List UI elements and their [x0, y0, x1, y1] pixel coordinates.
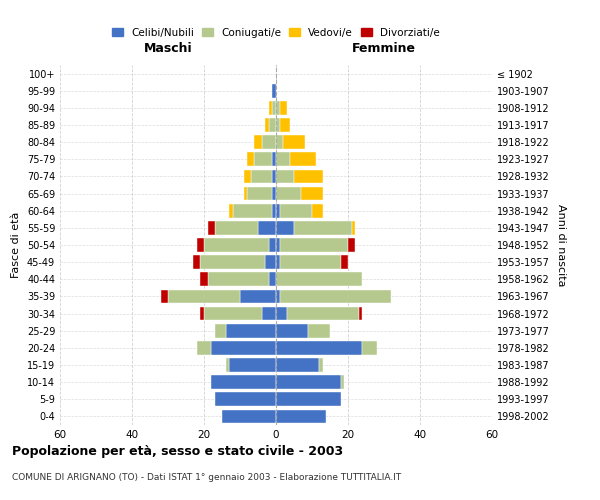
Bar	[200, 306, 204, 320]
Bar	[276, 170, 294, 183]
Bar	[254, 152, 272, 166]
Bar	[247, 186, 272, 200]
Y-axis label: Fasce di età: Fasce di età	[11, 212, 21, 278]
Bar	[276, 204, 280, 218]
Bar	[276, 256, 280, 269]
Bar	[352, 221, 355, 234]
Bar	[272, 186, 276, 200]
Bar	[233, 204, 272, 218]
Text: COMUNE DI ARIGNANO (TO) - Dati ISTAT 1° gennaio 2003 - Elaborazione TUTTITALIA.I: COMUNE DI ARIGNANO (TO) - Dati ISTAT 1° …	[12, 472, 401, 482]
Bar	[211, 376, 276, 389]
Bar	[215, 324, 226, 338]
Bar	[276, 392, 341, 406]
Bar	[348, 238, 355, 252]
Bar	[262, 136, 276, 149]
Bar	[197, 341, 211, 354]
Bar	[168, 290, 240, 304]
Bar	[359, 306, 362, 320]
Bar	[276, 221, 294, 234]
Bar	[265, 118, 269, 132]
Bar	[276, 152, 290, 166]
Bar	[197, 238, 204, 252]
Bar	[204, 306, 262, 320]
Bar	[276, 376, 341, 389]
Bar	[211, 341, 276, 354]
Bar	[276, 324, 308, 338]
Bar	[280, 290, 391, 304]
Bar	[280, 118, 290, 132]
Bar	[272, 101, 276, 114]
Bar	[161, 290, 168, 304]
Bar	[276, 410, 326, 424]
Bar	[280, 238, 348, 252]
Bar	[226, 324, 276, 338]
Bar	[262, 306, 276, 320]
Bar	[244, 170, 251, 183]
Bar	[312, 204, 323, 218]
Bar	[229, 204, 233, 218]
Bar	[280, 256, 341, 269]
Bar	[294, 221, 352, 234]
Bar	[362, 341, 377, 354]
Bar	[294, 170, 323, 183]
Bar	[251, 170, 272, 183]
Bar	[276, 306, 287, 320]
Bar	[200, 272, 208, 286]
Bar	[341, 376, 344, 389]
Bar	[276, 118, 280, 132]
Bar	[276, 186, 301, 200]
Bar	[229, 358, 276, 372]
Bar	[247, 152, 254, 166]
Bar	[222, 410, 276, 424]
Y-axis label: Anni di nascita: Anni di nascita	[556, 204, 566, 286]
Bar	[258, 221, 276, 234]
Bar	[276, 341, 362, 354]
Bar	[269, 118, 276, 132]
Bar	[308, 324, 330, 338]
Bar	[269, 238, 276, 252]
Text: Popolazione per età, sesso e stato civile - 2003: Popolazione per età, sesso e stato civil…	[12, 445, 343, 458]
Bar	[215, 392, 276, 406]
Bar	[276, 238, 280, 252]
Bar	[276, 290, 280, 304]
Bar	[204, 238, 269, 252]
Bar	[269, 101, 272, 114]
Bar	[215, 221, 258, 234]
Bar	[272, 84, 276, 98]
Text: Maschi: Maschi	[143, 42, 193, 54]
Bar	[208, 221, 215, 234]
Bar	[287, 306, 359, 320]
Bar	[276, 101, 280, 114]
Bar	[283, 136, 305, 149]
Text: Femmine: Femmine	[352, 42, 416, 54]
Legend: Celibi/Nubili, Coniugati/e, Vedovi/e, Divorziati/e: Celibi/Nubili, Coniugati/e, Vedovi/e, Di…	[108, 24, 444, 42]
Bar	[280, 204, 312, 218]
Bar	[290, 152, 316, 166]
Bar	[272, 152, 276, 166]
Bar	[226, 358, 229, 372]
Bar	[208, 272, 269, 286]
Bar	[341, 256, 348, 269]
Bar	[269, 272, 276, 286]
Bar	[244, 186, 247, 200]
Bar	[272, 170, 276, 183]
Bar	[193, 256, 200, 269]
Bar	[272, 204, 276, 218]
Bar	[265, 256, 276, 269]
Bar	[280, 101, 287, 114]
Bar	[200, 256, 265, 269]
Bar	[301, 186, 323, 200]
Bar	[276, 358, 319, 372]
Bar	[276, 136, 283, 149]
Bar	[319, 358, 323, 372]
Bar	[276, 272, 362, 286]
Bar	[240, 290, 276, 304]
Bar	[254, 136, 262, 149]
